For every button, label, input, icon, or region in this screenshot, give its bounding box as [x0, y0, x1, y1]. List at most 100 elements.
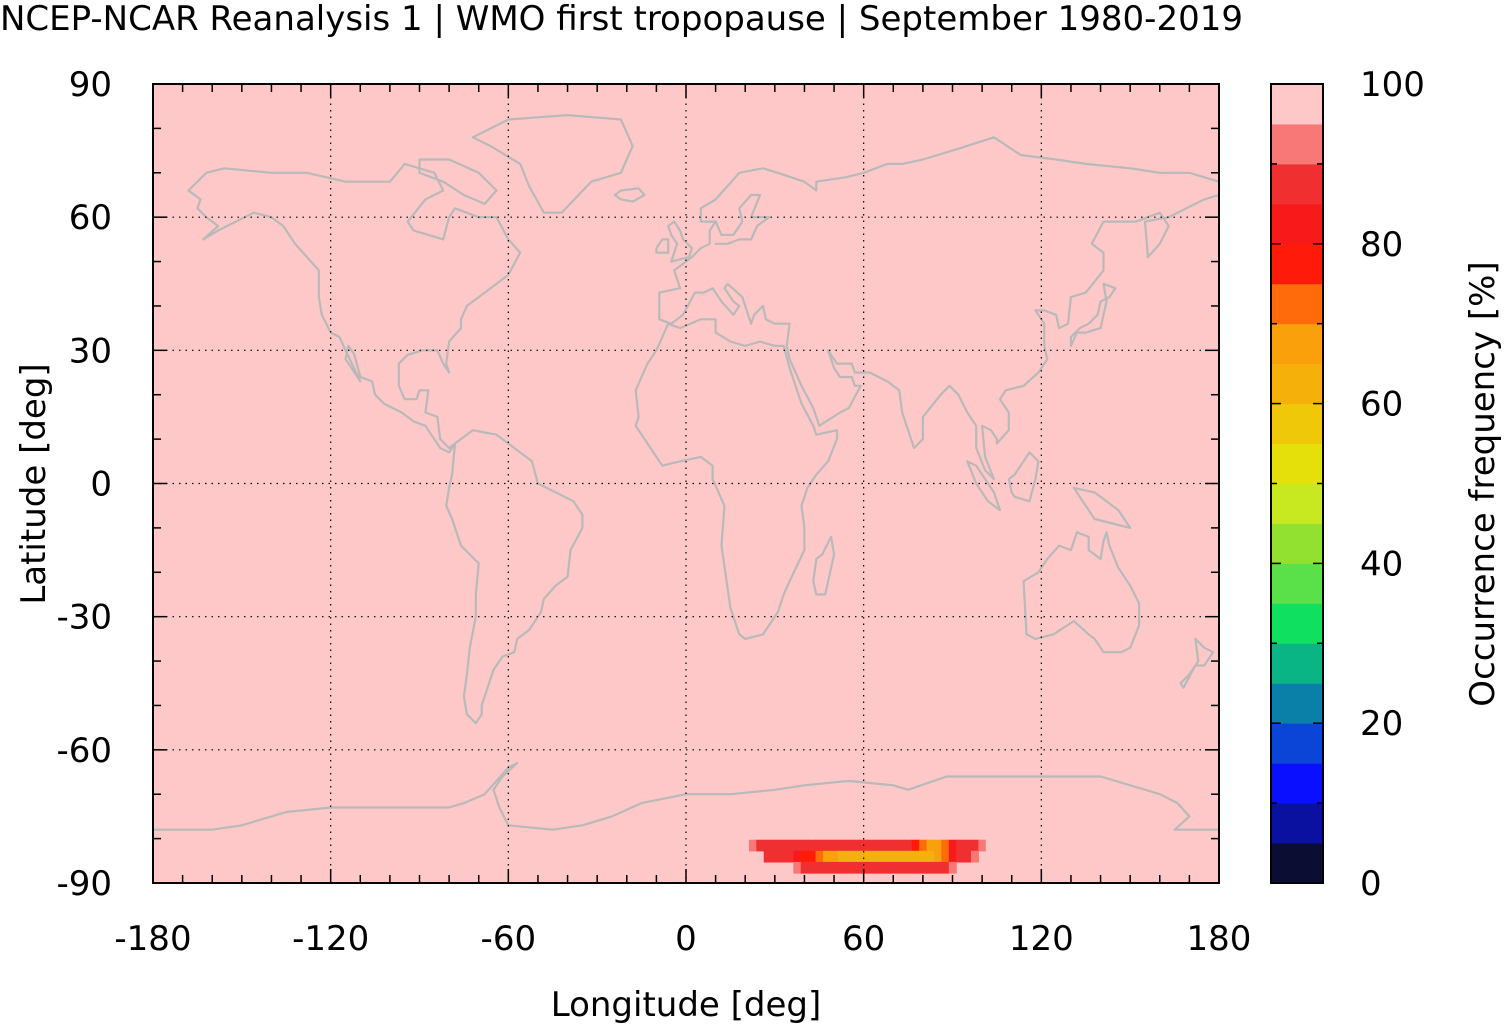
heatmap-cell — [889, 850, 898, 863]
colorbar-segment — [1271, 563, 1323, 604]
heatmap-cell — [948, 839, 957, 852]
coast-baffin — [418, 158, 498, 205]
heatmap-cell — [919, 850, 928, 863]
heatmap-cell — [882, 861, 891, 874]
colorbar — [1270, 83, 1324, 884]
heatmap-cell — [926, 828, 935, 841]
heatmap-cell — [911, 861, 920, 874]
plot-frame — [152, 83, 1220, 884]
heatmap-cell — [778, 839, 787, 852]
heatmap-cell — [734, 828, 743, 841]
heatmap-cell — [926, 839, 935, 852]
colorbar-segment — [1271, 123, 1323, 165]
heatmap-cell — [911, 828, 920, 841]
heatmap-cell — [771, 839, 780, 852]
heatmap-cell — [874, 861, 883, 874]
heatmap-cell — [785, 828, 794, 841]
coast-greenland — [471, 114, 634, 214]
colorbar-segment — [1271, 163, 1323, 205]
heatmap-cell — [852, 839, 861, 852]
heatmap-cell — [867, 850, 876, 863]
heatmap-cell — [822, 861, 831, 874]
y-tick-label: 30 — [69, 331, 112, 371]
colorbar-tick-label: 100 — [1360, 65, 1425, 105]
anomaly-cells — [734, 828, 1009, 874]
heatmap-cell — [963, 839, 972, 852]
y-tick-label: 90 — [69, 65, 112, 105]
heatmap-cell — [793, 861, 802, 874]
heatmap-cell — [904, 861, 913, 874]
heatmap-cell — [808, 861, 817, 874]
heatmap-cell — [763, 828, 772, 841]
heatmap-cell — [874, 828, 883, 841]
heatmap-cell — [815, 839, 824, 852]
heatmap-cell — [822, 839, 831, 852]
heatmap-cell — [785, 850, 794, 863]
heatmap-cell — [956, 850, 965, 863]
heatmap-cell — [822, 850, 831, 863]
heatmap-cell — [771, 828, 780, 841]
heatmap-cell — [896, 839, 905, 852]
heatmap-cell — [941, 828, 950, 841]
heatmap-cell — [748, 839, 757, 852]
y-tick-label: 60 — [69, 198, 112, 238]
heatmap-cell — [978, 839, 987, 852]
coast-ireland — [655, 238, 670, 254]
heatmap-cell — [852, 861, 861, 874]
heatmap-cell — [793, 828, 802, 841]
colorbar-segment — [1271, 843, 1323, 884]
grid-lines — [153, 84, 1219, 883]
heatmap-cell — [741, 839, 750, 852]
heatmap-cell — [741, 828, 750, 841]
heatmap-cell — [852, 850, 861, 863]
heatmap-cell — [919, 839, 928, 852]
heatmap-cell — [933, 861, 942, 874]
colorbar-label: Occurrence frequency [%] — [1463, 261, 1503, 706]
heatmap-cell — [800, 850, 809, 863]
heatmap-cell — [815, 861, 824, 874]
heatmap-cell — [993, 828, 1002, 841]
coast-scandinavia-baltic — [714, 193, 770, 245]
colorbar-segment — [1271, 203, 1323, 245]
heatmap-cell — [985, 828, 994, 841]
x-tick-label: -60 — [481, 919, 537, 959]
heatmap-cell — [822, 828, 831, 841]
heatmap-cell — [904, 850, 913, 863]
heatmap-cell — [793, 850, 802, 863]
heatmap-cell — [830, 850, 839, 863]
x-tick-label: 180 — [1187, 919, 1252, 959]
heatmap-cell — [933, 850, 942, 863]
colorbar-segment — [1271, 443, 1323, 484]
y-tick-labels: 90 60 30 0 -30 -60 -90 — [56, 65, 112, 904]
heatmap-cell — [948, 850, 957, 863]
heatmap-cell — [933, 839, 942, 852]
heatmap-cell — [800, 839, 809, 852]
heatmap-cell — [778, 850, 787, 863]
heatmap-cell — [874, 850, 883, 863]
colorbar-tick-label: 0 — [1360, 864, 1382, 904]
heatmap-cell — [889, 839, 898, 852]
heatmap-cell — [830, 861, 839, 874]
heatmap-cell — [859, 850, 868, 863]
colorbar-segment — [1271, 723, 1323, 764]
x-tick-label: 60 — [842, 919, 885, 959]
heatmap-cell — [771, 850, 780, 863]
colorbar-segment — [1271, 363, 1323, 405]
colorbar-segment — [1271, 643, 1323, 684]
heatmap-cell — [867, 828, 876, 841]
colorbar-segment — [1271, 763, 1323, 804]
coast-madagascar — [812, 535, 836, 596]
x-tick-label: 0 — [675, 919, 697, 959]
colorbar-tick-label: 80 — [1360, 225, 1403, 265]
heatmap-cell — [941, 839, 950, 852]
heatmap-cell — [896, 828, 905, 841]
heatmap-cell — [919, 861, 928, 874]
colorbar-segment — [1271, 403, 1323, 445]
heatmap-cell — [830, 839, 839, 852]
heatmap-cell — [882, 850, 891, 863]
colorbar-segment — [1271, 84, 1323, 125]
heatmap-cell — [837, 839, 846, 852]
heatmap-cell — [941, 861, 950, 874]
coast-sumatra — [966, 460, 1001, 512]
colorbar-segment — [1271, 523, 1323, 564]
